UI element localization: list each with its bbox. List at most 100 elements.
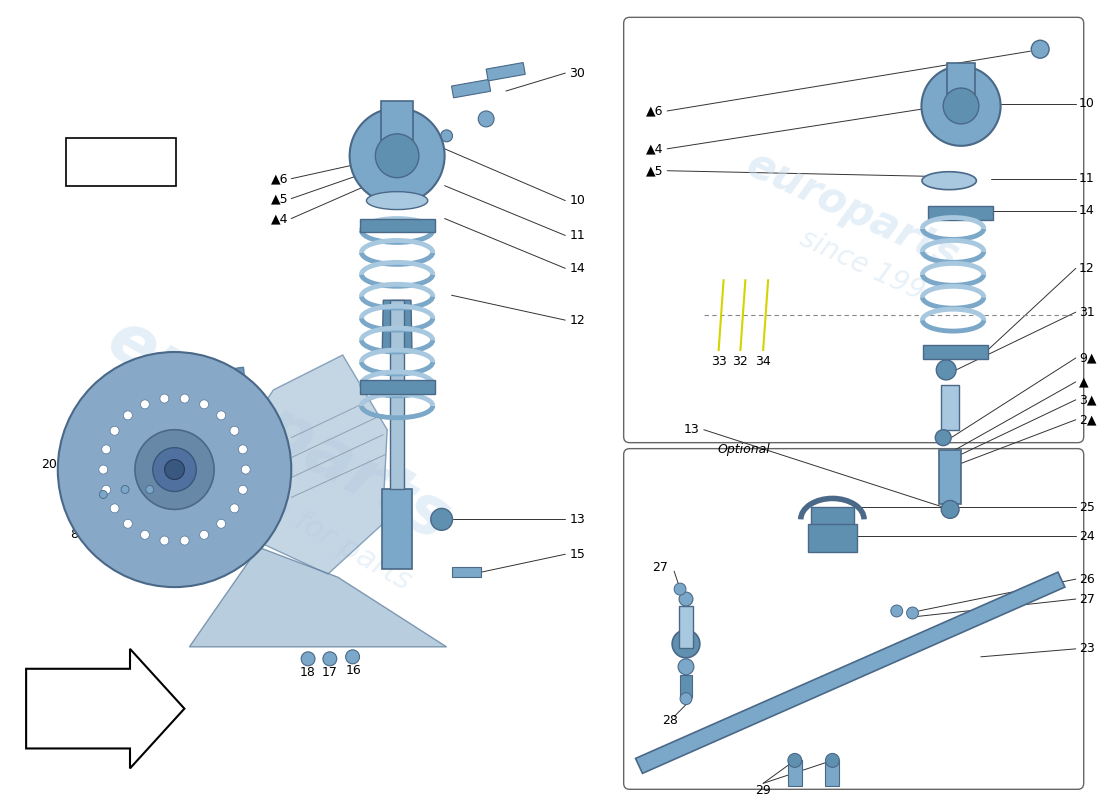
Bar (811, 507, 855, 530)
Text: ▲5: ▲5 (271, 192, 288, 205)
Circle shape (441, 130, 452, 142)
FancyBboxPatch shape (624, 18, 1084, 442)
Bar (382, 101, 412, 156)
Circle shape (345, 650, 360, 664)
Bar (788, 761, 802, 786)
Circle shape (943, 88, 979, 124)
Text: ▲4: ▲4 (271, 212, 288, 225)
Text: 14: 14 (1079, 204, 1094, 217)
Polygon shape (236, 355, 387, 574)
Circle shape (160, 536, 168, 545)
Circle shape (906, 607, 918, 619)
Circle shape (217, 411, 226, 420)
Text: 27: 27 (1079, 593, 1094, 606)
Circle shape (110, 426, 119, 435)
Circle shape (241, 465, 250, 474)
Text: 10: 10 (1079, 98, 1094, 110)
Circle shape (323, 652, 337, 666)
Bar (486, 62, 525, 81)
Circle shape (101, 445, 111, 454)
Circle shape (58, 352, 292, 587)
Circle shape (99, 465, 108, 474)
Circle shape (239, 486, 248, 494)
Text: 14: 14 (570, 262, 585, 275)
Circle shape (230, 426, 239, 435)
Text: 26: 26 (1079, 573, 1094, 586)
Text: ▲: ▲ (1079, 375, 1088, 389)
Text: 12: 12 (1079, 262, 1094, 275)
Bar (451, 567, 481, 577)
Bar (360, 218, 434, 233)
FancyBboxPatch shape (66, 138, 176, 186)
Text: ▲ = 1: ▲ = 1 (99, 154, 143, 170)
Text: 11: 11 (1079, 172, 1094, 185)
Circle shape (936, 360, 956, 380)
Bar (360, 380, 434, 394)
Circle shape (478, 111, 494, 127)
Text: 32: 32 (733, 355, 748, 369)
Circle shape (350, 108, 444, 203)
Ellipse shape (922, 172, 977, 190)
Circle shape (680, 693, 692, 705)
Circle shape (141, 400, 150, 409)
Text: 12: 12 (570, 314, 585, 326)
Circle shape (301, 652, 315, 666)
Circle shape (375, 134, 419, 178)
Circle shape (200, 400, 209, 409)
Text: passion for parts: passion for parts (180, 442, 417, 596)
Bar (947, 63, 975, 108)
Circle shape (200, 530, 209, 539)
Text: 11: 11 (570, 229, 585, 242)
Text: 17: 17 (322, 666, 338, 679)
Text: 13: 13 (684, 423, 700, 436)
Bar (825, 761, 839, 786)
Bar (942, 385, 959, 430)
Circle shape (672, 630, 700, 658)
Text: 25: 25 (1079, 501, 1094, 514)
Text: 30: 30 (570, 66, 585, 80)
Circle shape (788, 754, 802, 767)
Circle shape (110, 504, 119, 513)
Text: ▲6: ▲6 (271, 172, 288, 185)
Text: 7: 7 (70, 493, 78, 506)
Circle shape (146, 486, 154, 494)
Text: 21: 21 (100, 461, 117, 474)
Text: 15: 15 (570, 548, 585, 561)
Text: 20: 20 (41, 458, 57, 471)
Text: 34: 34 (756, 355, 771, 369)
Circle shape (180, 394, 189, 403)
Polygon shape (189, 547, 447, 647)
Circle shape (123, 519, 132, 528)
Text: ▲: ▲ (271, 491, 281, 504)
Text: ▲9: ▲9 (271, 431, 288, 444)
Circle shape (121, 486, 129, 494)
Text: ▲4: ▲4 (647, 142, 664, 155)
Bar (807, 524, 857, 552)
Text: europarts: europarts (96, 305, 462, 554)
Text: 18: 18 (300, 666, 316, 679)
Text: 16: 16 (345, 664, 362, 678)
Circle shape (922, 66, 1001, 146)
Text: 31: 31 (1079, 306, 1094, 318)
Text: 29: 29 (756, 784, 771, 797)
Circle shape (101, 486, 111, 494)
Text: 10: 10 (570, 194, 585, 207)
Text: 27: 27 (652, 561, 668, 574)
Text: ▲6: ▲6 (647, 105, 664, 118)
Text: 22: 22 (132, 461, 147, 474)
Wedge shape (157, 367, 245, 556)
Circle shape (825, 754, 839, 767)
Circle shape (891, 605, 903, 617)
Circle shape (678, 659, 694, 674)
Bar (939, 450, 961, 505)
Circle shape (431, 509, 452, 530)
Circle shape (217, 519, 226, 528)
Text: 2▲: 2▲ (1079, 414, 1097, 426)
Bar (451, 79, 491, 98)
Text: Optional: Optional (717, 443, 770, 456)
Text: 24: 24 (1079, 530, 1094, 542)
Text: 9▲: 9▲ (1079, 351, 1097, 365)
Text: ▲2: ▲2 (271, 471, 288, 484)
Text: 19: 19 (251, 391, 266, 404)
Circle shape (679, 592, 693, 606)
